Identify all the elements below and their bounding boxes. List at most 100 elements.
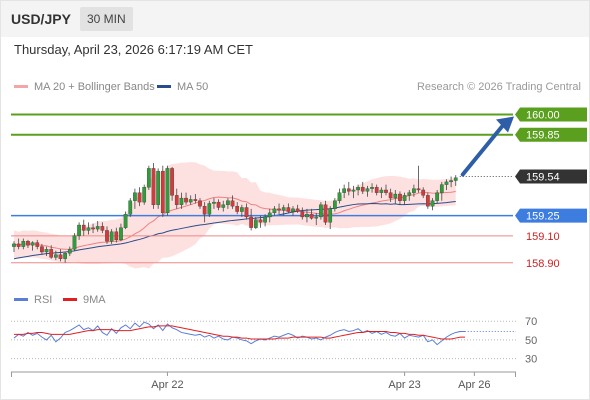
- candle-body: [165, 168, 170, 214]
- candle-body: [239, 207, 244, 212]
- header-bar: USD/JPY 30 MIN: [1, 1, 589, 37]
- candle-body: [12, 243, 16, 247]
- candle-body: [26, 241, 30, 246]
- target-2-label-box: [515, 107, 587, 122]
- legend-ma20-label: MA 20 + Bollinger Bands: [34, 81, 155, 93]
- candle-body: [235, 206, 240, 212]
- candle-body: [300, 211, 305, 218]
- candle-body: [21, 241, 26, 247]
- candle-body: [263, 216, 267, 223]
- candle-body: [407, 192, 412, 196]
- candle-body: [244, 207, 249, 218]
- candle-body: [346, 188, 351, 192]
- target-2-label: 160.00: [526, 109, 560, 121]
- candle-body: [44, 249, 49, 253]
- candle-body: [86, 227, 91, 231]
- candle-body: [184, 197, 188, 203]
- ma50-line: [13, 201, 456, 260]
- candle-body: [63, 253, 68, 259]
- candle-body: [216, 201, 221, 208]
- candle-body: [100, 226, 105, 231]
- candle-body: [58, 254, 63, 259]
- credit-text: Research © 2026 Trading Central: [416, 81, 581, 93]
- candle-body: [356, 187, 360, 191]
- symbol-label: USD/JPY: [11, 11, 71, 27]
- candle-body: [412, 188, 416, 193]
- timeframe-button[interactable]: 30 MIN: [80, 7, 133, 31]
- candle-body: [212, 201, 216, 204]
- candle-body: [379, 189, 384, 193]
- candle-body: [188, 199, 193, 203]
- candle-body: [267, 212, 272, 218]
- candle-body: [230, 200, 235, 207]
- legend-rsi-label: RSI: [34, 294, 53, 306]
- candle-body: [291, 208, 295, 212]
- timestamp: Thursday, April 23, 2026 6:17:19 AM CET: [14, 42, 253, 57]
- legend-ma50-label: MA 50: [177, 81, 209, 93]
- candle-body: [67, 249, 72, 254]
- legend-rsi-ma-label: 9MA: [83, 294, 106, 306]
- candle-body: [305, 214, 309, 218]
- candle-body: [398, 193, 402, 201]
- rsi-swatch: [14, 297, 28, 301]
- candle-body: [402, 195, 407, 201]
- last-price-label-box: [515, 169, 587, 184]
- legend-ma20: MA 20 + Bollinger Bands: [14, 81, 155, 93]
- candle-body: [449, 180, 453, 183]
- candle-body: [77, 224, 81, 236]
- rsi-tick-label: 70: [525, 316, 537, 328]
- forecast-arrow-shaft: [460, 124, 504, 177]
- legend-ma50: MA 50: [157, 81, 208, 93]
- rsi-ma-line: [14, 325, 466, 340]
- candle-body: [49, 249, 54, 258]
- candle-body: [328, 208, 333, 223]
- candle-body: [309, 214, 314, 219]
- candle-body: [425, 195, 430, 207]
- candle-body: [119, 227, 123, 241]
- pivot-label-box: [515, 208, 587, 223]
- candle-body: [123, 214, 128, 228]
- legend-rsi-ma: 9MA: [63, 294, 106, 306]
- candle-body: [332, 200, 337, 210]
- candle-body: [430, 200, 435, 207]
- candle-body: [453, 177, 458, 181]
- support-2-label: 158.90: [526, 258, 560, 270]
- ma50-swatch: [157, 84, 171, 88]
- x-tick-label: Apr 23: [388, 379, 420, 391]
- candle-body: [146, 168, 151, 188]
- candle-body: [133, 192, 137, 201]
- candle-body: [156, 170, 160, 205]
- candle-body: [137, 192, 142, 203]
- candle-body: [221, 204, 226, 208]
- candle-body: [416, 188, 421, 191]
- x-tick-label: Apr 22: [151, 379, 183, 391]
- candle-body: [277, 208, 281, 211]
- target-1-label-box: [515, 127, 587, 142]
- candle-body: [319, 204, 323, 218]
- candle-body: [179, 197, 184, 205]
- rsi-tick-label: 30: [525, 354, 537, 366]
- candle-body: [198, 200, 202, 207]
- candle-body: [342, 188, 347, 193]
- ma20-line: [13, 191, 456, 250]
- candle-body: [91, 227, 95, 230]
- candle-body: [40, 246, 44, 253]
- last-price-label: 159.54: [526, 171, 560, 183]
- candle-body: [30, 242, 35, 246]
- candle-body: [72, 235, 77, 250]
- candle-body: [374, 187, 379, 193]
- candle-body: [323, 204, 328, 223]
- candle-body: [272, 208, 277, 214]
- candle-body: [160, 170, 165, 214]
- candle-body: [114, 231, 119, 241]
- pivot-label: 159.25: [526, 211, 560, 223]
- candle-body: [370, 187, 374, 189]
- candle-body: [35, 242, 40, 247]
- legend-rsi: RSI: [14, 294, 52, 306]
- candle-body: [337, 192, 342, 201]
- support-1-label: 159.10: [526, 231, 560, 243]
- candle-body: [258, 219, 263, 223]
- candle-body: [202, 206, 207, 215]
